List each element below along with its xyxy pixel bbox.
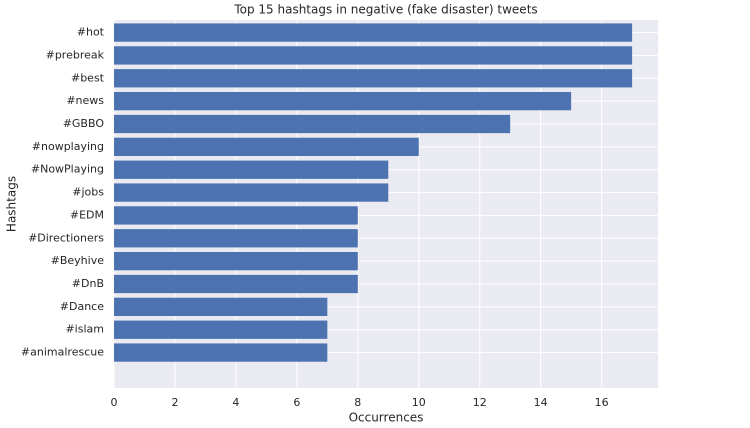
- x-tick-label: 14: [534, 396, 548, 409]
- y-axis-label: Hashtags: [5, 176, 19, 232]
- bar: [114, 114, 511, 134]
- bar: [114, 69, 633, 88]
- x-tick-label: 16: [595, 396, 609, 409]
- y-tick-label: #animalrescue: [21, 346, 104, 359]
- bar: [114, 229, 358, 248]
- bar: [114, 183, 389, 202]
- y-tick-label: #EDM: [70, 208, 104, 221]
- x-tick-label: 4: [232, 396, 239, 409]
- y-tick-label: #prebreak: [46, 48, 105, 61]
- x-tick-label: 12: [473, 396, 487, 409]
- y-tick-label: #jobs: [72, 186, 104, 199]
- y-tick-label: #Dance: [60, 300, 104, 313]
- bar: [114, 23, 633, 42]
- bar: [114, 46, 633, 65]
- bar: [114, 274, 358, 294]
- x-tick-label: 2: [171, 396, 178, 409]
- bar: [114, 297, 328, 316]
- bar: [114, 160, 389, 179]
- bar: [114, 137, 419, 156]
- x-tick-label: 10: [412, 396, 426, 409]
- x-tick-label: 6: [293, 396, 300, 409]
- y-tick-label: #DnB: [72, 277, 104, 290]
- y-tick-label: #Directioners: [28, 231, 104, 244]
- bar: [114, 320, 328, 339]
- bar: [114, 92, 572, 111]
- y-tick-label: #NowPlaying: [31, 163, 104, 176]
- y-tick-label: #news: [66, 94, 104, 107]
- chart-title: Top 15 hashtags in negative (fake disast…: [233, 3, 537, 17]
- x-axis-label: Occurrences: [349, 411, 424, 425]
- y-tick-label: #Beyhive: [51, 254, 105, 267]
- bar: [114, 252, 358, 271]
- y-tick-label: #hot: [77, 26, 105, 39]
- bar: [114, 206, 358, 225]
- x-tick-label: 0: [111, 396, 118, 409]
- y-tick-label: #nowplaying: [32, 140, 104, 153]
- y-tick-label: #GBBO: [63, 117, 105, 130]
- bar: [114, 343, 328, 362]
- y-tick-label: #islam: [65, 323, 104, 336]
- x-tick-label: 8: [354, 396, 361, 409]
- y-tick-label: #best: [71, 71, 105, 84]
